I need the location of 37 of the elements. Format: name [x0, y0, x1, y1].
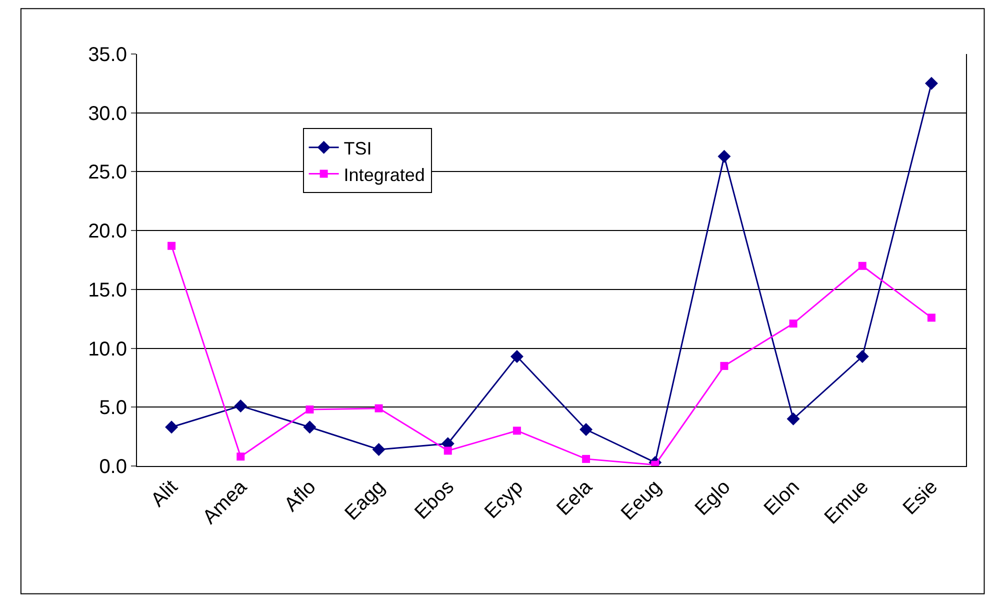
x-tick-label: Eela [552, 475, 598, 520]
y-tick-label: 20.0 [88, 220, 127, 243]
y-tick-label: 10.0 [88, 338, 127, 360]
point [927, 314, 936, 322]
point [236, 452, 245, 461]
point [306, 406, 314, 414]
point [582, 454, 590, 463]
y-tick-label: 35.0 [88, 44, 127, 66]
x-tick-label: Elon [760, 476, 804, 520]
y-tick-label: 25.0 [88, 162, 127, 184]
point [718, 150, 731, 163]
point [580, 423, 593, 436]
point [924, 76, 938, 90]
point [858, 262, 866, 270]
y-tick-label: 5.0 [99, 397, 127, 420]
point [168, 242, 176, 250]
point [786, 412, 800, 426]
point [789, 320, 798, 328]
y-tick-label: 0.0 [99, 456, 127, 478]
legend-label: TSI [344, 138, 372, 158]
y-tick-label: 30.0 [88, 102, 127, 125]
x-tick-label: Esie [899, 476, 942, 520]
y-tick-label: 15.0 [88, 279, 127, 302]
point [444, 446, 452, 455]
point [234, 399, 248, 412]
point [165, 420, 178, 434]
point [303, 420, 316, 434]
point [372, 443, 386, 456]
legend-label: Integrated [344, 164, 425, 185]
x-tick-label: Aflo [280, 476, 320, 516]
point [374, 404, 383, 412]
point [720, 362, 728, 370]
point [512, 426, 521, 435]
point [510, 350, 524, 364]
x-tick-label: Alit [146, 476, 182, 512]
x-tick-label: Eglo [690, 476, 735, 520]
point [856, 350, 869, 364]
